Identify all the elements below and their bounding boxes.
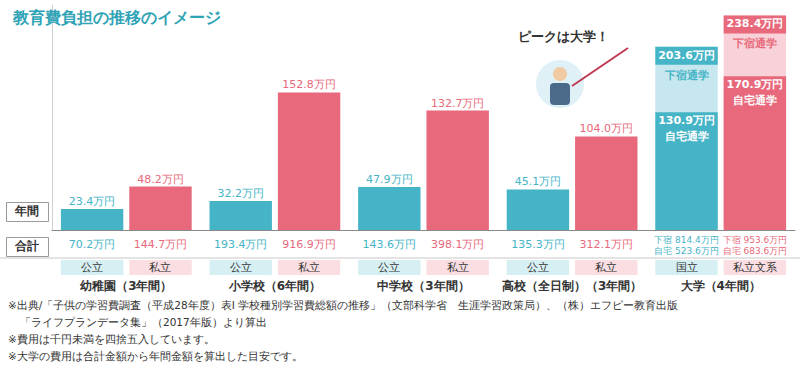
svg-text:144.7万円: 144.7万円: [134, 238, 188, 251]
svg-text:下宿 953.6万円: 下宿 953.6万円: [723, 235, 788, 245]
svg-text:312.1万円: 312.1万円: [580, 238, 634, 251]
svg-text:私立: 私立: [298, 261, 320, 274]
svg-text:私立文系: 私立文系: [733, 261, 777, 274]
svg-text:32.2万円: 32.2万円: [217, 187, 263, 200]
svg-text:私立: 私立: [447, 261, 469, 274]
svg-text:143.6万円: 143.6万円: [363, 238, 417, 251]
svg-text:193.4万円: 193.4万円: [214, 238, 267, 251]
svg-text:※出典/「子供の学習費調査（平成28年度）表I 学校種別学習: ※出典/「子供の学習費調査（平成28年度）表I 学校種別学習費総額の推移」（文部…: [8, 299, 678, 311]
svg-text:公立: 公立: [230, 261, 252, 274]
svg-text:47.9万円: 47.9万円: [366, 173, 413, 186]
svg-text:398.1万円: 398.1万円: [431, 238, 485, 251]
svg-text:高校（全日制）（3年間）: 高校（全日制）（3年間）: [502, 279, 642, 293]
svg-text:104.0万円: 104.0万円: [580, 122, 634, 135]
svg-text:※費用は千円未満を四捨五入しています。: ※費用は千円未満を四捨五入しています。: [8, 333, 215, 346]
svg-text:公立: 公立: [81, 261, 103, 274]
svg-text:130.9万円: 130.9万円: [658, 114, 715, 127]
svg-text:小学校（6年間）: 小学校（6年間）: [228, 279, 321, 293]
svg-text:238.4万円: 238.4万円: [726, 17, 783, 30]
svg-text:203.6万円: 203.6万円: [658, 49, 715, 62]
svg-text:916.9万円: 916.9万円: [282, 238, 336, 251]
svg-text:私立: 私立: [149, 261, 171, 274]
svg-text:私立: 私立: [595, 261, 617, 274]
svg-text:年間: 年間: [14, 204, 39, 218]
svg-text:自宅通学: 自宅通学: [733, 94, 777, 107]
svg-text:下宿 814.4万円: 下宿 814.4万円: [654, 235, 719, 245]
svg-text:幼稚園（3年間）: 幼稚園（3年間）: [80, 279, 172, 293]
svg-text:自宅通学: 自宅通学: [665, 130, 709, 143]
svg-text:教育費負担の推移のイメージ: 教育費負担の推移のイメージ: [12, 8, 221, 27]
svg-text:152.8万円: 152.8万円: [282, 78, 336, 91]
svg-text:170.9万円: 170.9万円: [726, 78, 783, 91]
svg-text:公立: 公立: [378, 261, 400, 274]
svg-text:135.3万円: 135.3万円: [511, 238, 565, 251]
svg-text:48.2万円: 48.2万円: [137, 173, 184, 186]
svg-text:自宅 523.6万円: 自宅 523.6万円: [654, 246, 719, 256]
svg-text:「ライフプランデータ集」（2017年版）より算出: 「ライフプランデータ集」（2017年版）より算出: [20, 316, 267, 328]
svg-text:自宅 683.6万円: 自宅 683.6万円: [723, 246, 788, 256]
svg-text:中学校（3年間）: 中学校（3年間）: [377, 279, 469, 293]
svg-text:※大学の費用は合計金額から年間金額を算出した目安です。: ※大学の費用は合計金額から年間金額を算出した目安です。: [8, 350, 303, 363]
svg-text:132.7万円: 132.7万円: [431, 97, 485, 110]
svg-text:公立: 公立: [527, 261, 549, 274]
svg-text:70.2万円: 70.2万円: [69, 238, 116, 251]
svg-text:ピークは大学！: ピークは大学！: [518, 29, 609, 44]
svg-text:下宿通学: 下宿通学: [732, 37, 777, 50]
svg-text:大学（4年間）: 大学（4年間）: [681, 279, 761, 293]
svg-text:国立: 国立: [676, 261, 698, 274]
svg-text:45.1万円: 45.1万円: [515, 175, 562, 188]
svg-text:合計: 合計: [14, 239, 39, 253]
svg-text:下宿通学: 下宿通学: [664, 69, 709, 82]
svg-text:23.4万円: 23.4万円: [69, 195, 116, 208]
